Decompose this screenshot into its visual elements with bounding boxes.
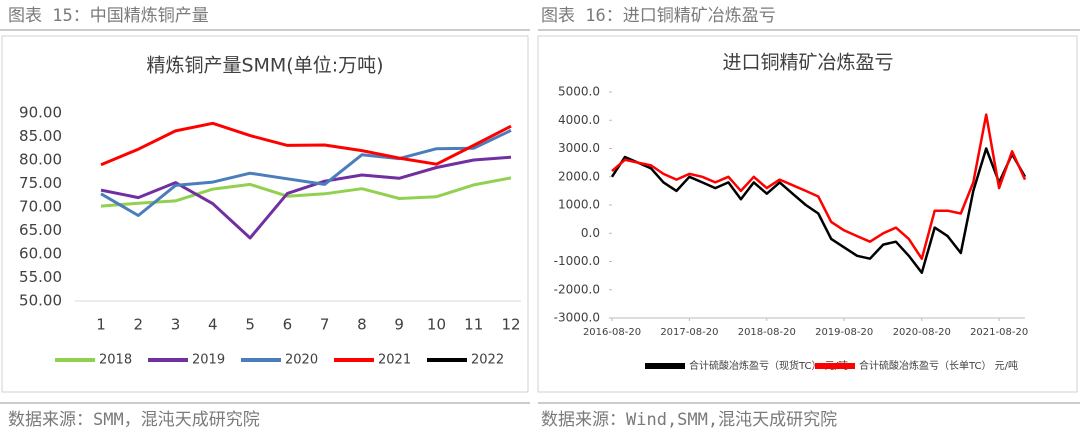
x-tick-label: 8 xyxy=(357,316,367,334)
x-tick-label: 4 xyxy=(208,316,218,334)
y-tick-label: 0.0 xyxy=(581,226,600,240)
series-line xyxy=(611,113,1027,260)
source: 数据来源：SMM，混沌天成研究院 xyxy=(8,410,260,430)
series-line xyxy=(100,129,512,217)
y-tick-label: 65.00 xyxy=(19,221,62,239)
legend-label: 2022 xyxy=(471,353,504,368)
x-tick-label: 2016-08-20 xyxy=(583,327,641,338)
y-tick-label: 1000.0 xyxy=(558,198,600,212)
y-tick-label: 3000.0 xyxy=(558,141,600,155)
y-tick-label: -1000.0 xyxy=(554,254,600,268)
panel xyxy=(1,35,529,393)
legend-label: 合计硫酸冶炼盈亏（长单TC） 元/吨 xyxy=(859,359,1018,372)
legend-label: 2021 xyxy=(378,353,411,368)
x-tick-label: 5 xyxy=(245,316,255,334)
x-tick-label: 2018-08-20 xyxy=(738,327,796,338)
legend-label: 2019 xyxy=(192,353,225,368)
y-tick-label: 90.00 xyxy=(19,104,62,122)
series-line xyxy=(100,155,512,240)
x-tick-label: 9 xyxy=(394,316,404,334)
y-tick-label: 55.00 xyxy=(19,268,62,286)
x-tick-label: 2017-08-20 xyxy=(660,327,718,338)
y-tick-label: 60.00 xyxy=(19,245,62,263)
chart-title: 进口铜精矿冶炼盈亏 xyxy=(722,52,893,74)
y-tick-label: 75.00 xyxy=(19,174,62,192)
y-tick-label: 80.00 xyxy=(19,151,62,169)
header: 图表 15：中国精炼铜产量 xyxy=(8,6,209,26)
y-tick-label: 85.00 xyxy=(19,127,62,145)
series-line xyxy=(610,147,1027,275)
y-tick-label: 4000.0 xyxy=(558,113,600,127)
y-tick-label: 2000.0 xyxy=(558,169,600,183)
x-tick-label: 2021-08-20 xyxy=(970,327,1028,338)
x-tick-label: 2019-08-20 xyxy=(815,327,873,338)
y-tick-label: -3000.0 xyxy=(554,311,600,325)
legend-label: 合计硫酸冶炼盈亏（现货TC） 元/吨 xyxy=(689,359,848,372)
y-tick-label: 50.00 xyxy=(19,292,62,310)
header: 图表 16：进口铜精矿冶炼盈亏 xyxy=(541,6,776,26)
x-tick-label: 12 xyxy=(501,316,520,334)
legend-label: 2018 xyxy=(99,353,132,368)
series-line xyxy=(100,121,512,167)
y-tick-label: 70.00 xyxy=(19,198,62,216)
x-tick-label: 10 xyxy=(427,316,446,334)
legend-label: 2020 xyxy=(285,353,318,368)
y-tick-label: -2000.0 xyxy=(554,282,600,296)
x-tick-label: 3 xyxy=(171,316,181,334)
y-tick-label: 5000.0 xyxy=(558,85,600,99)
x-tick-label: 2 xyxy=(133,316,143,334)
series-line xyxy=(100,176,512,208)
chart-title: 精炼铜产量SMM(单位:万吨) xyxy=(146,55,383,77)
x-tick-label: 2020-08-20 xyxy=(893,327,951,338)
panel xyxy=(537,35,1078,393)
x-tick-label: 1 xyxy=(96,316,106,334)
source: 数据来源：Wind,SMM,混沌天成研究院 xyxy=(541,410,837,430)
x-tick-label: 11 xyxy=(464,316,483,334)
x-tick-label: 6 xyxy=(283,316,293,334)
x-tick-label: 7 xyxy=(320,316,330,334)
